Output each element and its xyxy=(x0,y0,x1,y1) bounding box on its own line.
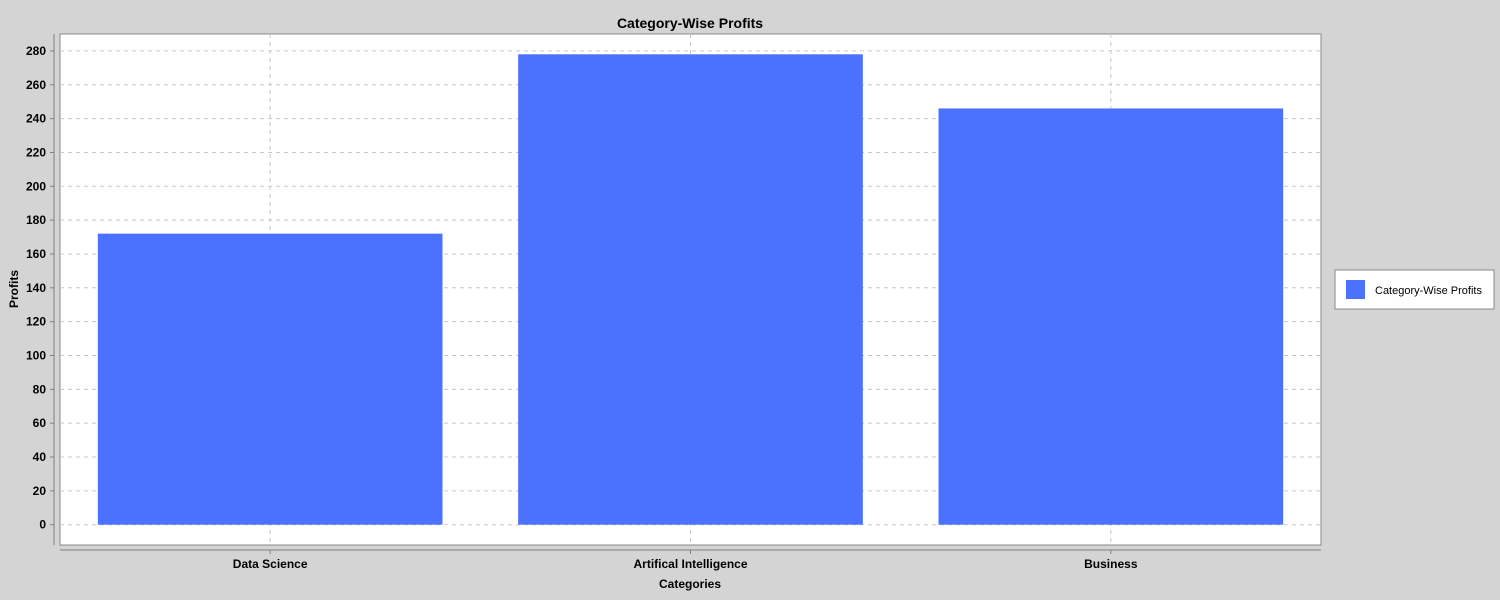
bar xyxy=(938,108,1284,525)
x-axis-ticks: Data Science Artifical Intelligence Busine… xyxy=(233,550,1138,571)
bar xyxy=(97,233,443,525)
x-tick-label: Business xyxy=(1084,557,1138,571)
y-tick-label: 40 xyxy=(33,450,47,464)
y-tick-label: 80 xyxy=(33,382,47,396)
x-axis-label: Categories xyxy=(659,577,721,591)
y-axis-ticks: 0 20 40 60 80 100 120 140 160 180 200 220 240 260 280 xyxy=(26,44,54,532)
y-tick-label: 220 xyxy=(26,145,46,159)
y-tick-label: 240 xyxy=(26,112,46,126)
x-tick-label: Artifical Intelligence xyxy=(633,557,747,571)
y-tick-label: 140 xyxy=(26,281,46,295)
y-tick-label: 20 xyxy=(33,484,47,498)
chart-title: Category-Wise Profits xyxy=(617,15,763,31)
y-tick-label: 160 xyxy=(26,247,46,261)
y-tick-label: 260 xyxy=(26,78,46,92)
y-tick-label: 120 xyxy=(26,315,46,329)
bar xyxy=(518,54,863,525)
legend-swatch xyxy=(1346,280,1365,299)
legend: Category-Wise Profits xyxy=(1334,269,1495,310)
y-tick-label: 180 xyxy=(26,213,46,227)
bars xyxy=(97,54,1284,525)
y-tick-label: 280 xyxy=(26,44,46,58)
y-tick-label: 0 xyxy=(39,518,46,532)
legend-label: Category-Wise Profits xyxy=(1375,285,1482,297)
y-axis-label: Profits xyxy=(7,270,21,308)
y-tick-label: 100 xyxy=(26,348,46,362)
y-tick-label: 200 xyxy=(26,179,46,193)
y-tick-label: 60 xyxy=(33,416,47,430)
x-tick-label: Data Science xyxy=(233,557,308,571)
